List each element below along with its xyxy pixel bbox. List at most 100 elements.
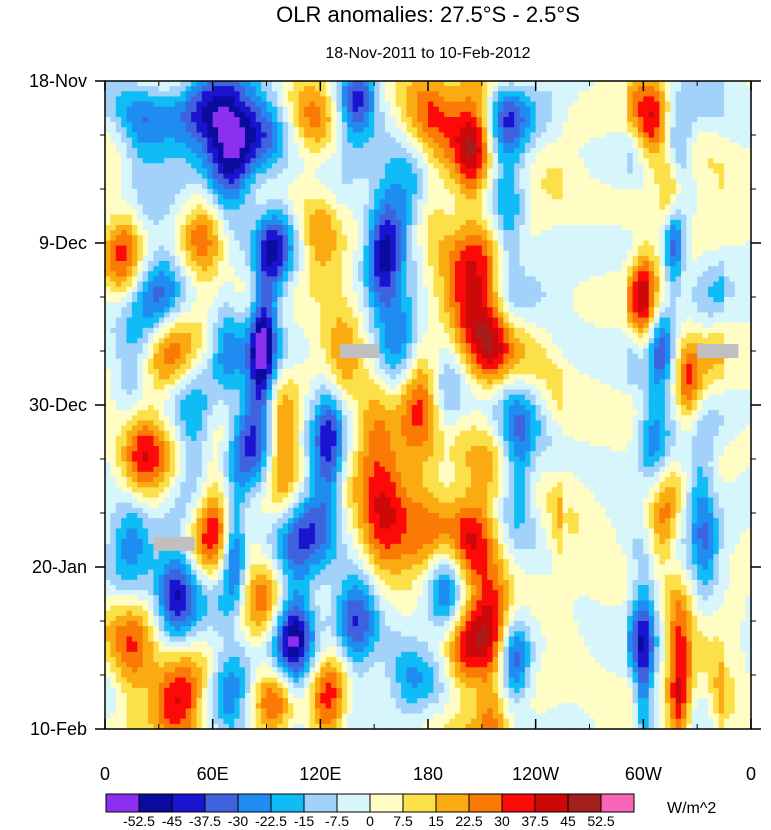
field-cell	[676, 230, 682, 236]
field-cell	[686, 127, 692, 133]
field-cell	[665, 240, 671, 246]
field-cell	[557, 91, 563, 97]
field-cell	[541, 163, 547, 169]
field-cell	[164, 132, 170, 138]
field-cell	[137, 91, 143, 97]
field-cell	[277, 246, 283, 252]
field-cell	[223, 168, 229, 174]
field-cell	[105, 251, 111, 257]
field-cell	[665, 158, 671, 164]
field-cell	[412, 148, 418, 154]
field-cell	[229, 107, 235, 113]
field-cell	[665, 266, 671, 272]
field-cell	[487, 246, 493, 252]
field-cell	[267, 184, 273, 190]
field-cell	[396, 158, 402, 164]
field-cell	[681, 163, 687, 169]
field-cell	[643, 204, 649, 210]
field-cell	[331, 107, 337, 113]
field-cell	[202, 158, 208, 164]
field-cell	[509, 240, 515, 246]
field-cell	[288, 127, 294, 133]
field-cell	[374, 292, 380, 298]
field-cell	[627, 96, 633, 102]
field-cell	[476, 251, 482, 257]
field-cell	[245, 210, 251, 216]
field-cell	[595, 246, 601, 252]
field-cell	[175, 81, 181, 87]
field-cell	[568, 240, 574, 246]
field-cell	[606, 271, 612, 277]
field-cell	[207, 143, 213, 149]
field-cell	[137, 168, 143, 174]
field-cell	[616, 158, 622, 164]
field-cell	[724, 215, 730, 221]
field-cell	[423, 256, 429, 262]
field-cell	[627, 148, 633, 154]
field-cell	[476, 189, 482, 195]
field-cell	[175, 153, 181, 159]
field-cell	[487, 215, 493, 221]
field-cell	[665, 282, 671, 288]
field-cell	[132, 117, 138, 123]
field-cell	[525, 266, 531, 272]
field-cell	[735, 282, 741, 288]
field-cell	[401, 282, 407, 288]
field-cell	[611, 276, 617, 282]
field-cell	[353, 81, 359, 87]
field-cell	[713, 127, 719, 133]
field-cell	[218, 271, 224, 277]
field-cell	[444, 158, 450, 164]
field-cell	[546, 235, 552, 241]
field-cell	[326, 220, 332, 226]
field-cell	[191, 102, 197, 108]
field-cell	[735, 271, 741, 277]
field-cell	[245, 276, 251, 282]
field-cell	[180, 138, 186, 144]
field-cell	[433, 102, 439, 108]
field-cell	[627, 256, 633, 262]
field-cell	[584, 122, 590, 128]
field-cell	[272, 204, 278, 210]
field-cell	[525, 246, 531, 252]
field-cell	[256, 271, 262, 277]
field-cell	[606, 127, 612, 133]
field-cell	[546, 81, 552, 87]
field-cell	[471, 102, 477, 108]
field-cell	[207, 287, 213, 293]
field-cell	[579, 81, 585, 87]
field-cell	[428, 102, 434, 108]
field-cell	[170, 189, 176, 195]
field-cell	[665, 184, 671, 190]
field-cell	[439, 261, 445, 267]
field-cell	[180, 194, 186, 200]
field-cell	[245, 235, 251, 241]
field-cell	[331, 261, 337, 267]
field-cell	[105, 189, 111, 195]
field-cell	[568, 96, 574, 102]
field-cell	[692, 240, 698, 246]
field-cell	[428, 163, 434, 169]
field-cell	[331, 189, 337, 195]
field-cell	[401, 179, 407, 185]
field-cell	[584, 246, 590, 252]
field-cell	[729, 220, 735, 226]
field-cell	[649, 199, 655, 205]
field-cell	[380, 194, 386, 200]
field-cell	[439, 266, 445, 272]
field-cell	[170, 179, 176, 185]
field-cell	[670, 158, 676, 164]
field-cell	[277, 117, 283, 123]
field-cell	[563, 246, 569, 252]
field-cell	[681, 256, 687, 262]
field-cell	[649, 210, 655, 216]
field-cell	[713, 240, 719, 246]
field-cell	[681, 168, 687, 174]
field-cell	[353, 148, 359, 154]
anomaly-field	[105, 81, 752, 730]
field-cell	[520, 168, 526, 174]
field-cell	[213, 117, 219, 123]
field-cell	[245, 112, 251, 118]
field-cell	[697, 81, 703, 87]
field-cell	[541, 276, 547, 282]
